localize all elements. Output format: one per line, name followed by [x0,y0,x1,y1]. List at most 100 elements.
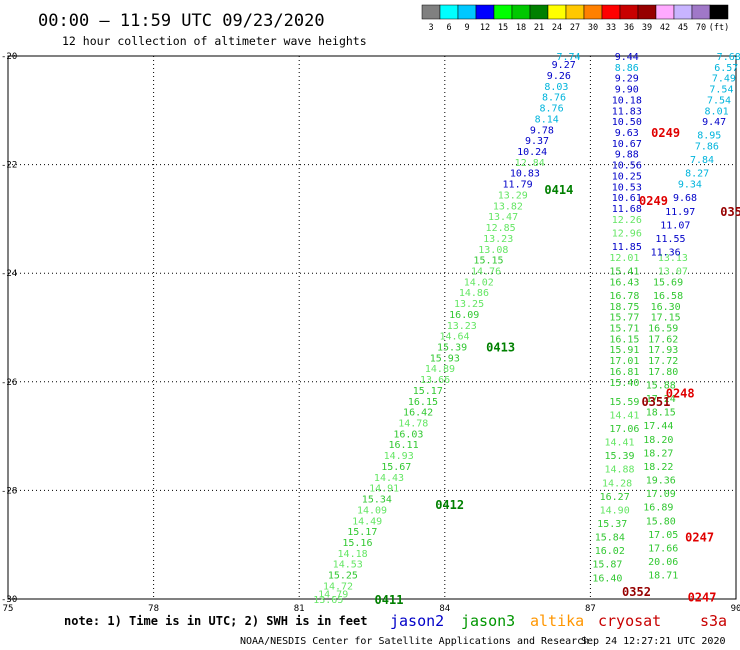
y-tick-label: -28 [1,486,17,496]
wave-height-value: 14.72 [323,581,353,592]
wave-height-value: 9.44 [615,52,639,63]
wave-height-value: 13.23 [483,234,513,245]
wave-height-value: 13.25 [454,299,484,310]
wave-height-value: 14.43 [374,473,404,484]
pass-number-label: 0414 [544,183,573,197]
wave-height-value: 13.29 [498,190,528,201]
wave-height-value: 16.11 [388,440,418,451]
wave-height-value: 14.86 [459,288,489,299]
wave-height-value: 14.64 [439,332,469,343]
wave-height-value: 20.06 [648,557,678,568]
wave-height-value: 18.20 [643,435,673,446]
wave-height-value: 16.40 [592,573,622,584]
legend-swatch [691,4,711,20]
wave-height-value: 12.84 [515,158,545,169]
x-tick-label: 81 [294,604,305,614]
wave-height-value: 15.41 [609,266,639,277]
wave-height-value: 9.47 [702,117,726,128]
wave-height-value: 17.44 [643,421,673,432]
wave-height-value: 9.26 [547,71,571,82]
wave-height-value: 11.07 [660,220,690,231]
wave-height-value: 10.67 [612,139,642,150]
wave-height-value: 11.97 [665,207,695,218]
chart-title: 00:00 – 11:59 UTC 09/23/2020 [38,11,325,31]
wave-height-value: 6.57 [714,63,738,74]
wave-height-value: 8.01 [705,106,729,117]
wave-height-value: 15.17 [347,527,377,538]
legend-swatch [583,4,603,20]
legend-label: (ft) [709,23,729,33]
plot-frame [7,55,737,600]
pass-number-label: 0248 [666,387,695,401]
wave-height-value: 14.79 [318,590,348,601]
pass-number-label: 035 [720,205,740,219]
wave-height-value: 9.29 [615,74,639,85]
legend-swatch [637,4,657,20]
wave-height-value: 9.27 [552,60,576,71]
wave-height-value: 16.27 [600,492,630,503]
pass-number-label: 0411 [375,593,404,607]
wave-height-value: 10.56 [612,161,642,172]
wave-height-value: 10.18 [612,95,642,106]
legend-label: 3 [428,23,433,33]
wave-height-value: 14.02 [464,277,494,288]
wave-height-value: 16.59 [648,324,678,335]
wave-height-value: 14.41 [609,410,639,421]
wave-height-value: 8.76 [542,93,566,104]
x-tick-label: 90 [731,604,740,614]
wave-height-value: 16.15 [408,397,438,408]
legend-label: 39 [642,23,652,33]
pass-number-label: 0247 [688,590,717,604]
wave-height-value: 10.61 [612,193,642,204]
legend-label: 45 [678,23,688,33]
wave-height-value: 7.86 [695,142,719,153]
wave-height-value: 13.13 [658,253,688,264]
wave-height-value: 15.15 [473,256,503,267]
legend-label: 18 [516,23,526,33]
wave-height-value: 14.89 [425,364,455,375]
wave-height-value: 7.54 [707,95,731,106]
wave-height-value: 8.27 [685,169,709,180]
legend-label: 36 [624,23,634,33]
wave-height-value: 16.58 [653,291,683,302]
wave-height-value: 15.88 [646,381,676,392]
wave-height-value: 10.83 [510,169,540,180]
wave-height-value: 18.15 [646,408,676,419]
wave-height-value: 11.85 [612,242,642,253]
wave-height-value: 13.23 [447,321,477,332]
legend-swatch [601,4,621,20]
wave-height-value: 14.78 [398,419,428,430]
legend-swatch [421,4,441,20]
wave-height-value: 9.88 [615,150,639,161]
wave-height-value: 14.76 [471,266,501,277]
legend-swatch [493,4,513,20]
wave-height-value: 15.16 [342,538,372,549]
wave-height-value: 16.03 [393,429,423,440]
wave-height-value: 17.66 [648,543,678,554]
wave-height-value: 15.77 [609,313,639,324]
wave-height-value: 11.36 [651,247,681,258]
grid-lines [8,56,736,599]
pass-number-label: 0247 [685,531,714,545]
y-tick-label: -24 [1,269,17,279]
wave-height-value: 9.34 [678,180,702,191]
chart-subtitle: 12 hour collection of altimeter wave hei… [62,34,367,48]
wave-height-value: 14.93 [384,451,414,462]
wave-height-value: 16.02 [595,546,625,557]
legend-swatch [547,4,567,20]
wave-height-value: 15.71 [609,324,639,335]
legend-swatch [655,4,675,20]
wave-height-value: 11.79 [503,180,533,191]
satellite-legend: jason2 jason3 altika cryosat s3a [390,612,727,630]
footer-timestamp: Sep 24 12:27:21 UTC 2020 [581,636,726,647]
wave-height-value: 14.41 [604,438,634,449]
wave-height-value: 18.71 [648,571,678,582]
legend-label: 24 [552,23,562,33]
pass-number-label: 0351 [641,395,670,409]
wave-height-value: 12.26 [612,215,642,226]
pass-number-label: 0249 [639,194,668,208]
legend-label: 12 [480,23,490,33]
wave-height-value: 7.49 [712,74,736,85]
y-tick-label: -22 [1,161,17,171]
wave-height-value: 16.15 [609,334,639,345]
